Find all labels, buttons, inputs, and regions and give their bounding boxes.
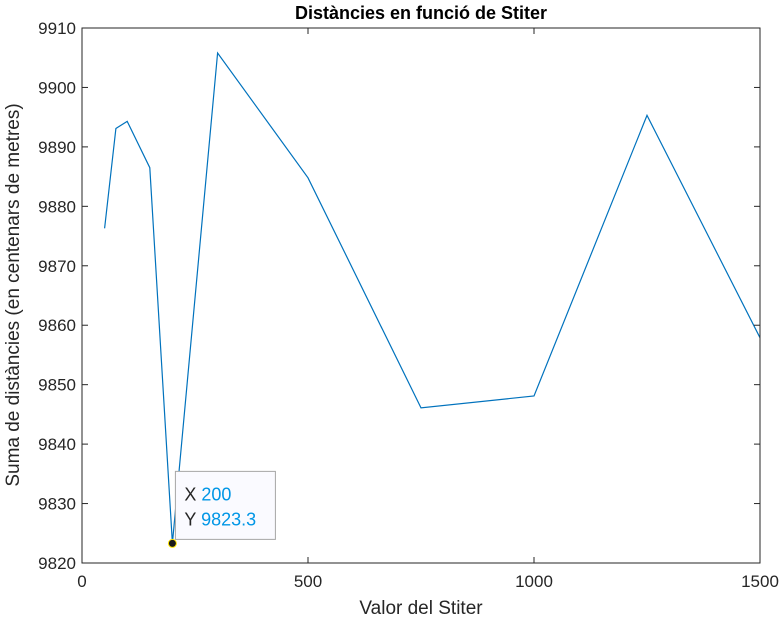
y-tick-label: 9860 bbox=[38, 316, 76, 335]
datatip[interactable]: X 200 Y 9823.3 bbox=[167, 470, 276, 548]
x-tick-label: 0 bbox=[77, 572, 86, 591]
x-tick-label: 500 bbox=[294, 572, 322, 591]
y-tick-label: 9910 bbox=[38, 19, 76, 38]
y-tick-label: 9890 bbox=[38, 138, 76, 157]
plot-area bbox=[104, 51, 760, 544]
axis-ticks: 0 500 1000 1500 9820 9830 9840 9850 9860 9870 9880… bbox=[38, 19, 779, 591]
datatip-y-row: Y 9823.3 bbox=[184, 509, 256, 529]
y-tick-label: 9870 bbox=[38, 257, 76, 276]
series-line bbox=[104, 51, 760, 544]
x-axis-label: Valor del Stiter bbox=[359, 598, 483, 619]
chart-title: Distàncies en funció de Stiter bbox=[295, 3, 547, 23]
y-tick-label: 9840 bbox=[38, 435, 76, 454]
y-tick-label: 9900 bbox=[38, 78, 76, 97]
datatip-box bbox=[174, 470, 276, 540]
y-axis-label: Suma de distàncies (en centenars de metr… bbox=[3, 103, 24, 486]
x-tick-label: 1500 bbox=[741, 572, 779, 591]
y-tick-label: 9830 bbox=[38, 495, 76, 514]
y-tick-label: 9880 bbox=[38, 197, 76, 216]
y-tick-label: 9820 bbox=[38, 554, 76, 573]
y-tick-label: 9850 bbox=[38, 376, 76, 395]
datatip-marker bbox=[167, 538, 177, 548]
datatip-x-row: X 200 bbox=[184, 484, 231, 504]
axes-box bbox=[81, 27, 761, 564]
x-tick-label: 1000 bbox=[515, 572, 553, 591]
